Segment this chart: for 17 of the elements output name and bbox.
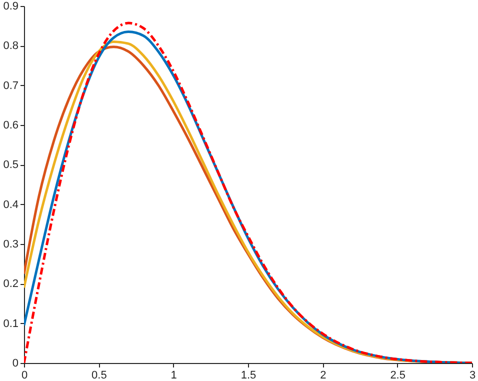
y-tick-label: 0.4 — [3, 198, 18, 211]
y-tick-label: 0.5 — [3, 159, 18, 172]
y-tick-label: 0.8 — [3, 40, 18, 52]
x-tick-label: 3 — [469, 370, 476, 381]
y-tick-label: 0.9 — [3, 0, 18, 12]
x-tick-label: 0 — [21, 370, 28, 381]
y-tick-label: 0.3 — [3, 238, 18, 250]
y-tick-label: 0.6 — [3, 120, 18, 132]
y-tick-label: 0.1 — [3, 318, 18, 330]
x-tick-label: 2 — [320, 370, 326, 381]
y-tick-label: 0 — [12, 358, 18, 370]
x-tick-label: 2.5 — [390, 370, 406, 381]
x-tick-label: 1 — [170, 370, 177, 381]
y-tick-label: 0.7 — [3, 80, 18, 92]
x-tick-label: 0.5 — [92, 370, 107, 381]
x-tick-label: 1.5 — [240, 370, 256, 381]
y-tick-label: 0.2 — [3, 278, 18, 290]
